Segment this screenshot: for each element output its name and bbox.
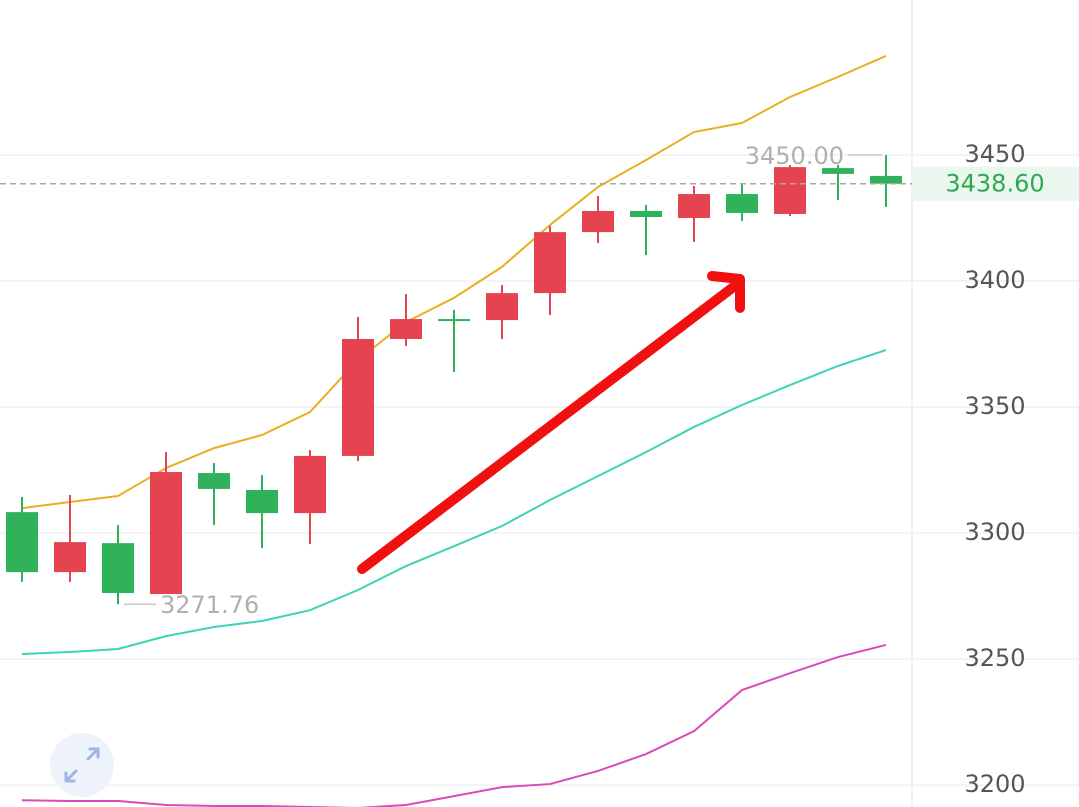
y-tick-label: 3450 [964,140,1025,168]
trend-arrow [357,271,745,574]
candle-body [54,542,86,573]
candle-body [246,489,278,514]
plot-area [6,55,902,807]
candle-body [726,194,758,213]
candle-body [6,512,38,573]
candle-body [870,175,902,184]
y-tick-label: 3250 [964,644,1025,672]
annotation-label: 3271.76 [160,591,259,619]
candle-body [390,319,422,339]
candle-body [150,472,182,595]
y-tick-label: 3400 [964,266,1025,294]
candle-body [438,319,470,322]
candle-body [678,194,710,219]
candle-body [342,338,374,456]
y-tick-label: 3200 [964,770,1025,798]
y-tick-label: 3300 [964,518,1025,546]
candle-body [774,167,806,214]
ma-line [21,349,887,656]
annotation-label: 3450.00 [745,142,844,170]
candle-body [582,210,614,233]
candle-body [630,210,662,217]
candle-body [534,232,566,294]
y-tick-label: 3350 [964,392,1025,420]
overlay: 3450.00 3271.76 3438.60 [0,142,1079,619]
candle-body [822,168,854,174]
candle-body [102,543,134,594]
last-price-label: 3438.60 [945,170,1044,198]
candle-body [198,473,230,489]
expand-button[interactable] [50,733,114,797]
ma-line [21,55,887,510]
last-price-badge [913,166,1079,201]
candle-body [486,293,518,321]
candle-body [294,455,326,514]
ma-line [21,643,887,807]
